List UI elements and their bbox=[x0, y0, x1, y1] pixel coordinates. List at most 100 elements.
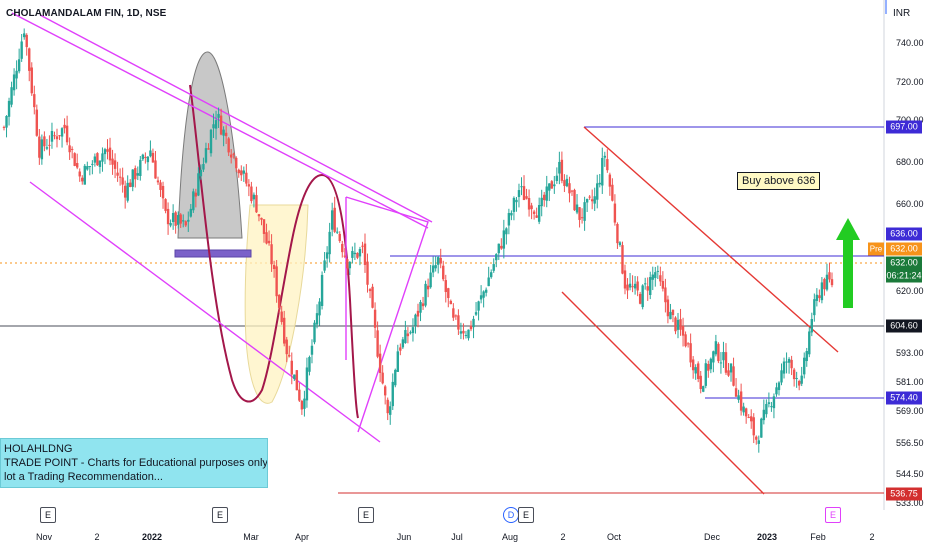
candle-body bbox=[184, 221, 187, 226]
candle-body bbox=[156, 180, 160, 183]
candle-body bbox=[459, 331, 463, 334]
candle-body bbox=[449, 300, 453, 305]
candle-body bbox=[457, 315, 460, 330]
earnings-event-icon[interactable]: E bbox=[40, 507, 56, 523]
candle-body bbox=[224, 132, 228, 137]
candle-body bbox=[232, 153, 235, 155]
candle-body bbox=[111, 158, 114, 165]
currency-label[interactable]: INR bbox=[893, 8, 911, 19]
candle-body bbox=[780, 370, 783, 383]
y-tick-533: 533.00 bbox=[896, 498, 924, 508]
candle-body bbox=[505, 228, 508, 235]
candle-body bbox=[262, 219, 266, 234]
candle-body bbox=[772, 396, 776, 409]
candle-body bbox=[585, 198, 589, 203]
candle-body bbox=[681, 325, 685, 336]
candle-body bbox=[229, 154, 233, 158]
note-line-2: TRADE POINT - Charts for Educational pur… bbox=[4, 457, 268, 469]
x-tick-apr: Apr bbox=[294, 532, 310, 542]
candle-body bbox=[477, 301, 480, 311]
candle-body bbox=[447, 288, 450, 299]
candle-body bbox=[497, 243, 500, 254]
candle-body bbox=[709, 358, 713, 370]
candle-body bbox=[217, 113, 220, 118]
candle-body bbox=[247, 184, 251, 187]
y-tick-740: 740.00 bbox=[896, 38, 924, 48]
candle-body bbox=[737, 395, 740, 400]
red-channel-top bbox=[583, 126, 839, 353]
candle-body bbox=[699, 375, 702, 390]
candle-body bbox=[669, 311, 672, 320]
x-tick-feb: Feb bbox=[810, 532, 826, 542]
candle-body bbox=[752, 417, 755, 436]
pattern-drawings bbox=[11, 12, 839, 495]
candle-body bbox=[118, 176, 122, 178]
candle-body bbox=[123, 185, 127, 198]
purple-zone-rect bbox=[174, 249, 252, 258]
candle-body bbox=[474, 312, 478, 315]
candle-body bbox=[492, 264, 495, 271]
earnings-event-icon[interactable]: E bbox=[358, 507, 374, 523]
earnings-event-icon[interactable]: E bbox=[825, 507, 841, 523]
candle-body bbox=[803, 357, 806, 375]
candle-body bbox=[91, 163, 94, 165]
candle-body bbox=[129, 182, 132, 187]
candle-body bbox=[649, 277, 652, 295]
candle-body bbox=[65, 125, 69, 143]
candle-body bbox=[593, 196, 596, 204]
candle-body bbox=[484, 289, 488, 293]
buy-above-callout[interactable]: Buy above 636 bbox=[737, 172, 821, 190]
candle-body bbox=[651, 274, 654, 280]
candle-body bbox=[664, 287, 667, 303]
x-tick-2c: 2 bbox=[869, 532, 875, 542]
candle-body bbox=[828, 272, 831, 280]
candle-body bbox=[734, 388, 738, 397]
candle-body bbox=[724, 352, 728, 373]
candle-body bbox=[401, 339, 405, 348]
earnings-event-icon[interactable]: E bbox=[212, 507, 228, 523]
candle-body bbox=[323, 260, 326, 271]
candle-body bbox=[628, 283, 632, 288]
candle-body bbox=[550, 181, 553, 189]
x-tick-jun: Jun bbox=[396, 532, 412, 542]
candle-body bbox=[38, 136, 41, 158]
candle-body bbox=[252, 194, 256, 200]
candle-body bbox=[121, 177, 124, 185]
symbol-title[interactable]: CHOLAMANDALAM FIN, 1D, NSE bbox=[6, 8, 167, 19]
candle-body bbox=[565, 178, 569, 187]
candle-body bbox=[643, 283, 647, 285]
candle-body bbox=[171, 213, 175, 223]
candle-body bbox=[20, 41, 23, 59]
x-tick-nov: Nov bbox=[35, 532, 53, 542]
candle-body bbox=[154, 160, 157, 179]
candle-body bbox=[739, 391, 743, 411]
candle-body bbox=[537, 205, 541, 222]
candle-body bbox=[813, 299, 816, 316]
candle-body bbox=[616, 223, 619, 244]
candle-body bbox=[159, 182, 162, 190]
x-tick-jul: Jul bbox=[451, 532, 463, 542]
candle-body bbox=[414, 314, 417, 326]
candle-body bbox=[439, 257, 442, 264]
earnings-event-icon[interactable]: E bbox=[518, 507, 534, 523]
candle-body bbox=[462, 330, 465, 334]
candle-body bbox=[161, 185, 165, 199]
candle-body bbox=[146, 156, 150, 163]
dividend-event-icon[interactable]: D bbox=[503, 507, 519, 523]
candle-body bbox=[419, 301, 422, 313]
candle-body bbox=[293, 374, 296, 379]
candle-body bbox=[330, 210, 334, 230]
candle-body bbox=[308, 357, 311, 372]
candle-body bbox=[40, 139, 44, 160]
candles-layer bbox=[2, 28, 834, 453]
note-line-1: HOLAHLDNG bbox=[4, 443, 73, 455]
candle-body bbox=[237, 169, 240, 174]
candle-body bbox=[429, 272, 432, 288]
candle-body bbox=[676, 319, 680, 330]
level-badge-697: 697.00 bbox=[886, 120, 922, 134]
candle-body bbox=[479, 295, 483, 300]
candle-body bbox=[797, 381, 801, 386]
candle-body bbox=[409, 332, 412, 334]
candle-body bbox=[578, 207, 581, 220]
